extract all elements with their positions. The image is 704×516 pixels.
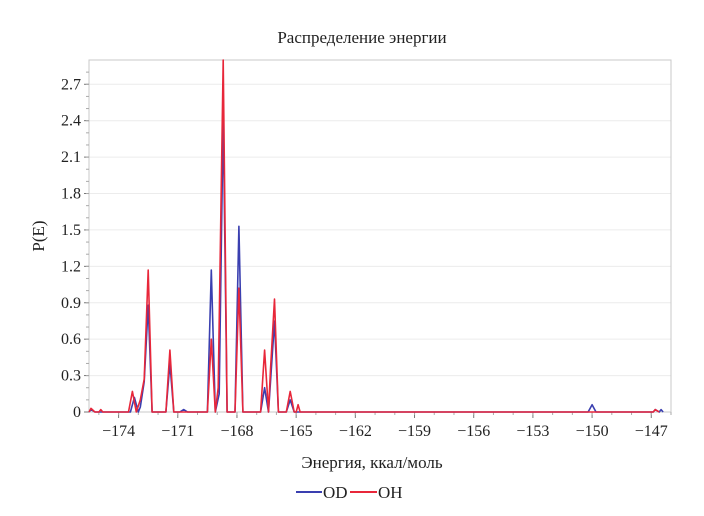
y-tick-label: 2.7 [61, 76, 81, 93]
y-tick-label: 2.4 [61, 113, 81, 130]
y-tick-label: 0 [73, 404, 81, 421]
y-tick-label: 1.2 [61, 258, 81, 275]
x-axis-ticks: −174 −171 −168 −165 −162 −159 −156 −153 −150 −147 [98, 412, 672, 440]
legend-label-od: OD [323, 483, 348, 502]
x-tick-label: −162 [339, 423, 372, 440]
x-tick-label: −159 [398, 423, 431, 440]
y-axis-ticks: 0 0.3 0.6 0.9 1.2 1.5 1.8 2.1 2.4 2.7 [61, 71, 89, 421]
y-tick-label: 0.3 [61, 368, 81, 385]
x-tick-label: −174 [102, 423, 135, 440]
y-axis-label: P(E) [29, 220, 48, 251]
x-tick-label: −150 [576, 423, 609, 440]
x-tick-label: −156 [457, 423, 490, 440]
x-axis-label: Энергия, ккал/моль [301, 453, 442, 472]
x-tick-label: −168 [220, 423, 253, 440]
legend: OD OH [296, 483, 403, 502]
chart-title: Распределение энергии [277, 28, 446, 47]
y-tick-label: 1.5 [61, 222, 81, 239]
x-tick-label: −147 [635, 423, 668, 440]
y-tick-label: 0.6 [61, 331, 81, 348]
y-tick-label: 0.9 [61, 295, 81, 312]
series-lines [88, 59, 664, 413]
y-tick-label: 1.8 [61, 186, 81, 203]
series-line-od [88, 113, 664, 413]
series-line-oh [88, 59, 660, 413]
x-tick-label: −153 [516, 423, 549, 440]
x-tick-label: −171 [161, 423, 194, 440]
y-tick-label: 2.1 [61, 149, 81, 166]
x-tick-label: −165 [280, 423, 313, 440]
legend-label-oh: OH [378, 483, 403, 502]
plot-area-frame [88, 59, 672, 413]
grid [89, 83, 671, 377]
